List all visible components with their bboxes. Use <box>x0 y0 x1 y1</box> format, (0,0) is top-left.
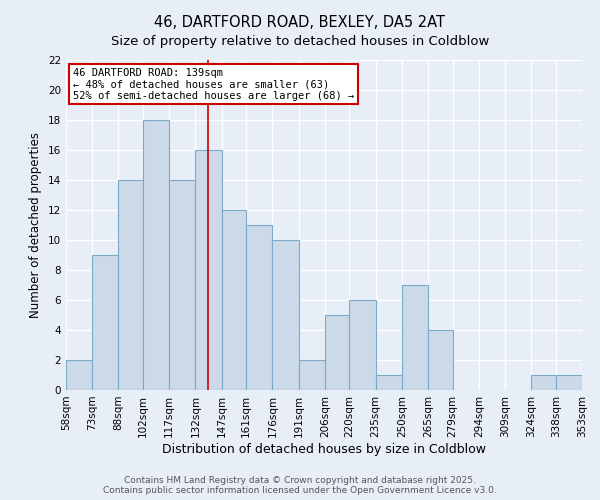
Y-axis label: Number of detached properties: Number of detached properties <box>29 132 43 318</box>
Bar <box>272 240 299 390</box>
Bar <box>66 360 92 390</box>
Text: 46, DARTFORD ROAD, BEXLEY, DA5 2AT: 46, DARTFORD ROAD, BEXLEY, DA5 2AT <box>155 15 445 30</box>
Bar <box>325 315 349 390</box>
Bar <box>376 375 402 390</box>
Bar <box>349 300 376 390</box>
Bar <box>92 255 118 390</box>
X-axis label: Distribution of detached houses by size in Coldblow: Distribution of detached houses by size … <box>162 442 486 456</box>
Bar <box>221 210 246 390</box>
Text: 46 DARTFORD ROAD: 139sqm
← 48% of detached houses are smaller (63)
52% of semi-d: 46 DARTFORD ROAD: 139sqm ← 48% of detach… <box>73 68 354 100</box>
Bar <box>556 375 582 390</box>
Bar <box>118 180 143 390</box>
Text: Contains HM Land Registry data © Crown copyright and database right 2025.
Contai: Contains HM Land Registry data © Crown c… <box>103 476 497 495</box>
Bar <box>428 330 452 390</box>
Bar <box>143 120 169 390</box>
Bar <box>299 360 325 390</box>
Bar <box>246 225 272 390</box>
Bar <box>531 375 556 390</box>
Text: Size of property relative to detached houses in Coldblow: Size of property relative to detached ho… <box>111 35 489 48</box>
Bar <box>196 150 221 390</box>
Bar <box>402 285 428 390</box>
Bar <box>169 180 196 390</box>
